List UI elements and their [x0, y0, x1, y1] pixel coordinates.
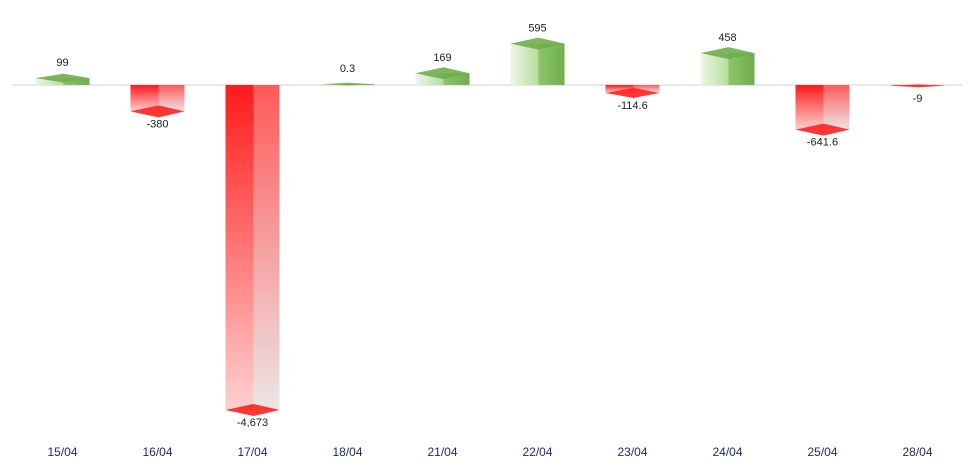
bar-21-04 [415, 67, 470, 85]
x-tick-label: 16/04 [142, 445, 172, 459]
bar-side [538, 43, 565, 85]
bar-cap [225, 404, 280, 416]
bar-cap [35, 73, 90, 83]
bar-side [253, 85, 280, 410]
bar-side [823, 85, 850, 130]
bar-17-04 [225, 85, 280, 416]
bar-28-04 [890, 84, 945, 88]
bar-side [443, 73, 470, 85]
data-label: 0.3 [340, 63, 355, 75]
x-axis-tick-labels: 15/04 16/04 17/04 18/04 21/04 22/04 23/04 24/04… [47, 445, 932, 459]
x-tick-label: 15/04 [47, 445, 77, 459]
bar-face [415, 73, 444, 85]
bar-face [605, 85, 634, 93]
data-label: -114.6 [617, 100, 647, 112]
x-tick-label: 18/04 [332, 445, 362, 459]
data-label: -380 [146, 118, 168, 130]
bar-cap [700, 47, 755, 60]
bar-23-04 [605, 85, 660, 98]
data-label: -9 [913, 93, 923, 105]
bars-layer [35, 37, 945, 416]
bar-cap [890, 84, 945, 88]
bar-face [700, 53, 729, 85]
x-tick-label: 21/04 [427, 445, 457, 459]
bar-cap [130, 105, 185, 118]
x-tick-label: 25/04 [807, 445, 837, 459]
bar-25-04 [795, 85, 850, 136]
bar-cap [605, 87, 660, 98]
x-tick-label: 24/04 [712, 445, 742, 459]
data-label: 595 [528, 23, 546, 35]
x-tick-label: 17/04 [237, 445, 267, 459]
bar-side [728, 53, 755, 85]
data-label: -4,673 [237, 417, 268, 429]
data-label: -641.6 [807, 137, 838, 149]
data-label: 458 [718, 32, 736, 44]
x-tick-label: 22/04 [522, 445, 552, 459]
bar-cap [795, 123, 850, 136]
bar-cap [415, 67, 470, 80]
bar-cap [510, 37, 565, 50]
bar-16-04 [130, 85, 185, 118]
x-tick-label: 28/04 [902, 445, 932, 459]
bar-24-04 [700, 47, 755, 85]
bar-side [633, 85, 660, 93]
bar-face [795, 85, 824, 130]
x-tick-label: 23/04 [617, 445, 647, 459]
bar-15-04 [35, 73, 90, 85]
bar-face [35, 78, 64, 85]
bar-18-04 [320, 82, 375, 86]
bar-cap [320, 82, 375, 86]
data-label: 99 [56, 57, 68, 69]
bar-face [510, 43, 539, 85]
bar-side [63, 78, 90, 85]
bar-face [225, 85, 254, 410]
bar-22-04 [510, 37, 565, 85]
data-label: 169 [433, 52, 451, 64]
value-labels-layer: 99 -380 -4,673 0.3 169 595 -114.6 458 -641.6 -9 [56, 23, 922, 429]
